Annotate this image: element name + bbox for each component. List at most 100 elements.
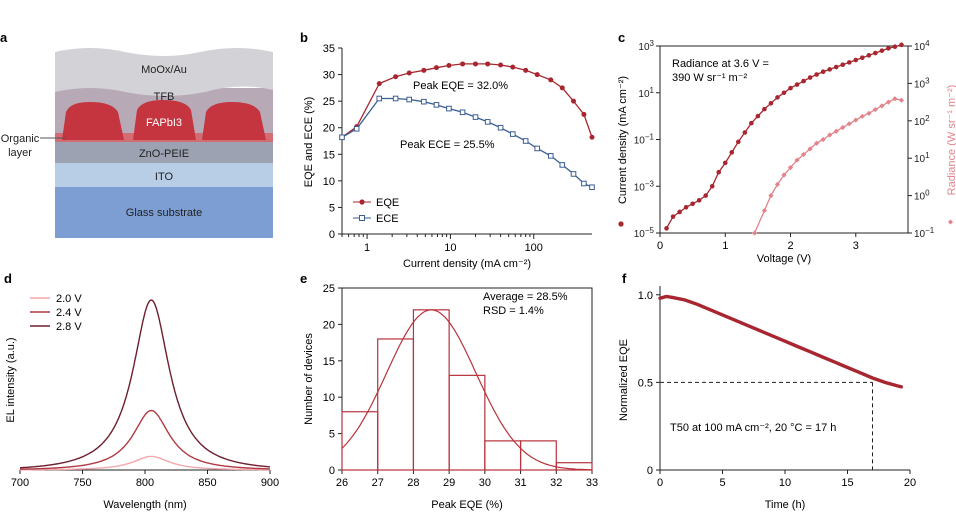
b-legend-eqe-marker bbox=[359, 199, 365, 205]
c-xtick-label: 3 bbox=[853, 240, 859, 252]
b-ytick-label: 20 bbox=[323, 123, 335, 135]
e-fit-curve bbox=[341, 309, 593, 471]
e-annot-rsd: RSD = 1.4% bbox=[483, 305, 544, 317]
panel-b-label: b bbox=[300, 30, 308, 45]
f-ticks: 0 5 10 15 20 0 0.5 1.0 bbox=[638, 290, 916, 489]
e-ytick-label: 15 bbox=[323, 356, 335, 368]
panel-f: f 0 5 10 15 20 0 0.5 1.0 Time (h) Normalized EQ… bbox=[618, 271, 916, 511]
b-point-eqe bbox=[581, 111, 587, 117]
c-point-current bbox=[703, 193, 708, 198]
d-xlabel: Wavelength (nm) bbox=[103, 499, 186, 511]
d-xtick-label: 900 bbox=[261, 477, 279, 489]
b-point-ece bbox=[497, 124, 504, 131]
c-point-current bbox=[814, 72, 819, 77]
b-series bbox=[339, 61, 595, 191]
c-point-current bbox=[801, 78, 806, 84]
b-xtick-label: 1 bbox=[364, 242, 370, 254]
c-point-current bbox=[670, 214, 676, 219]
f-ylabel: Normalized EQE bbox=[618, 339, 630, 421]
b-point-eqe bbox=[433, 65, 439, 71]
b-ytick-label: 15 bbox=[323, 149, 335, 161]
c-point-current bbox=[866, 53, 872, 58]
b-point-ece bbox=[534, 145, 541, 152]
e-annot-avg: Average = 28.5% bbox=[483, 291, 568, 303]
fapbi-island-3 bbox=[202, 102, 266, 140]
c-ytick-left-label: 10−1 bbox=[634, 133, 655, 147]
e-bar bbox=[484, 440, 522, 471]
panel-a-label: a bbox=[0, 30, 8, 45]
f-xtick-label: 20 bbox=[904, 477, 916, 489]
b-ytick-label: 5 bbox=[329, 202, 335, 214]
c-point-current bbox=[716, 169, 722, 175]
b-point-ece bbox=[559, 162, 566, 168]
b-point-eqe bbox=[498, 62, 504, 68]
c-point-current bbox=[742, 130, 748, 135]
c-point-current bbox=[899, 42, 904, 48]
b-point-ece bbox=[406, 96, 412, 103]
d-legend-label: 2.4 V bbox=[56, 307, 82, 319]
b-point-ece bbox=[570, 171, 577, 177]
c-ytick-left-label: 101 bbox=[638, 86, 654, 100]
panel-b: b 0 5 10 15 20 25 30 35 1 10 100 Current density (… bbox=[300, 30, 595, 270]
f-xtick-label: 15 bbox=[841, 477, 853, 489]
b-ylabel: EQE and ECE (%) bbox=[303, 97, 315, 187]
c-point-radiance bbox=[820, 136, 826, 143]
b-point-eqe bbox=[485, 61, 491, 67]
d-line-0 bbox=[20, 455, 270, 471]
c-point-current bbox=[827, 67, 832, 72]
b-point-eqe bbox=[473, 61, 479, 67]
b-annot-eqe: Peak EQE = 32.0% bbox=[413, 80, 508, 92]
organic-label-1: Organic bbox=[1, 133, 40, 145]
c-point-current bbox=[755, 113, 761, 119]
c-ytick-right-label: 100 bbox=[914, 189, 930, 203]
layer-tfb-label: TFB bbox=[154, 91, 175, 103]
c-point-radiance bbox=[840, 124, 846, 131]
b-point-ece bbox=[581, 180, 587, 187]
c-point-current bbox=[794, 82, 800, 87]
c-point-radiance bbox=[787, 164, 794, 171]
d-line-1 bbox=[20, 409, 270, 470]
e-ticks: 26 27 28 29 30 31 32 33 0 5 10 15 20 25 bbox=[323, 283, 598, 489]
c-left-axis-marker bbox=[618, 221, 624, 227]
b-point-ece bbox=[547, 153, 554, 159]
e-xtick-label: 30 bbox=[479, 477, 491, 489]
b-ytick-label: 35 bbox=[323, 43, 335, 55]
c-point-current bbox=[729, 150, 735, 155]
d-line-2 bbox=[19, 299, 271, 469]
b-xlabel: Current density (mA cm⁻²) bbox=[403, 258, 531, 270]
panel-e: e 26 27 28 29 30 31 32 33 0 5 10 15 20 25 Peak EQE (%… bbox=[300, 271, 598, 511]
c-ytick-right-label: 10−1 bbox=[914, 226, 935, 240]
d-xtick-label: 700 bbox=[11, 477, 29, 489]
c-point-current bbox=[762, 106, 767, 112]
e-ytick-label: 25 bbox=[323, 283, 335, 295]
b-point-ece bbox=[459, 109, 466, 116]
b-point-eqe bbox=[460, 61, 466, 67]
c-ytick-right-label: 101 bbox=[914, 151, 930, 165]
b-annot-ece: Peak ECE = 25.5% bbox=[400, 139, 495, 151]
c-ytick-right-label: 104 bbox=[914, 39, 930, 53]
c-point-current bbox=[781, 90, 787, 96]
panel-f-label: f bbox=[622, 271, 627, 286]
e-bar bbox=[341, 411, 379, 471]
c-point-current bbox=[690, 201, 695, 207]
layer-zno bbox=[55, 142, 273, 163]
e-xtick-label: 29 bbox=[443, 477, 455, 489]
b-legend-ece-marker bbox=[359, 215, 365, 221]
b-ytick-label: 10 bbox=[323, 176, 335, 188]
c-ticks: 0 1 2 3 103 101 10−1 10−3 10−5 104 103 102 101 100 10−… bbox=[634, 39, 935, 252]
f-xlabel: Time (h) bbox=[765, 499, 806, 511]
c-point-current bbox=[820, 69, 826, 75]
c-series bbox=[664, 42, 905, 236]
panel-c-label: c bbox=[618, 30, 625, 45]
c-xtick-label: 1 bbox=[722, 240, 728, 252]
c-point-current bbox=[677, 209, 682, 215]
b-point-eqe bbox=[571, 98, 577, 104]
d-legend-label: 2.0 V bbox=[56, 293, 82, 305]
b-point-eqe bbox=[534, 72, 540, 78]
c-right-axis-marker bbox=[948, 219, 953, 225]
e-bar bbox=[377, 338, 415, 471]
c-point-current bbox=[879, 48, 885, 53]
c-point-radiance bbox=[768, 193, 774, 199]
c-point-radiance bbox=[885, 99, 892, 105]
